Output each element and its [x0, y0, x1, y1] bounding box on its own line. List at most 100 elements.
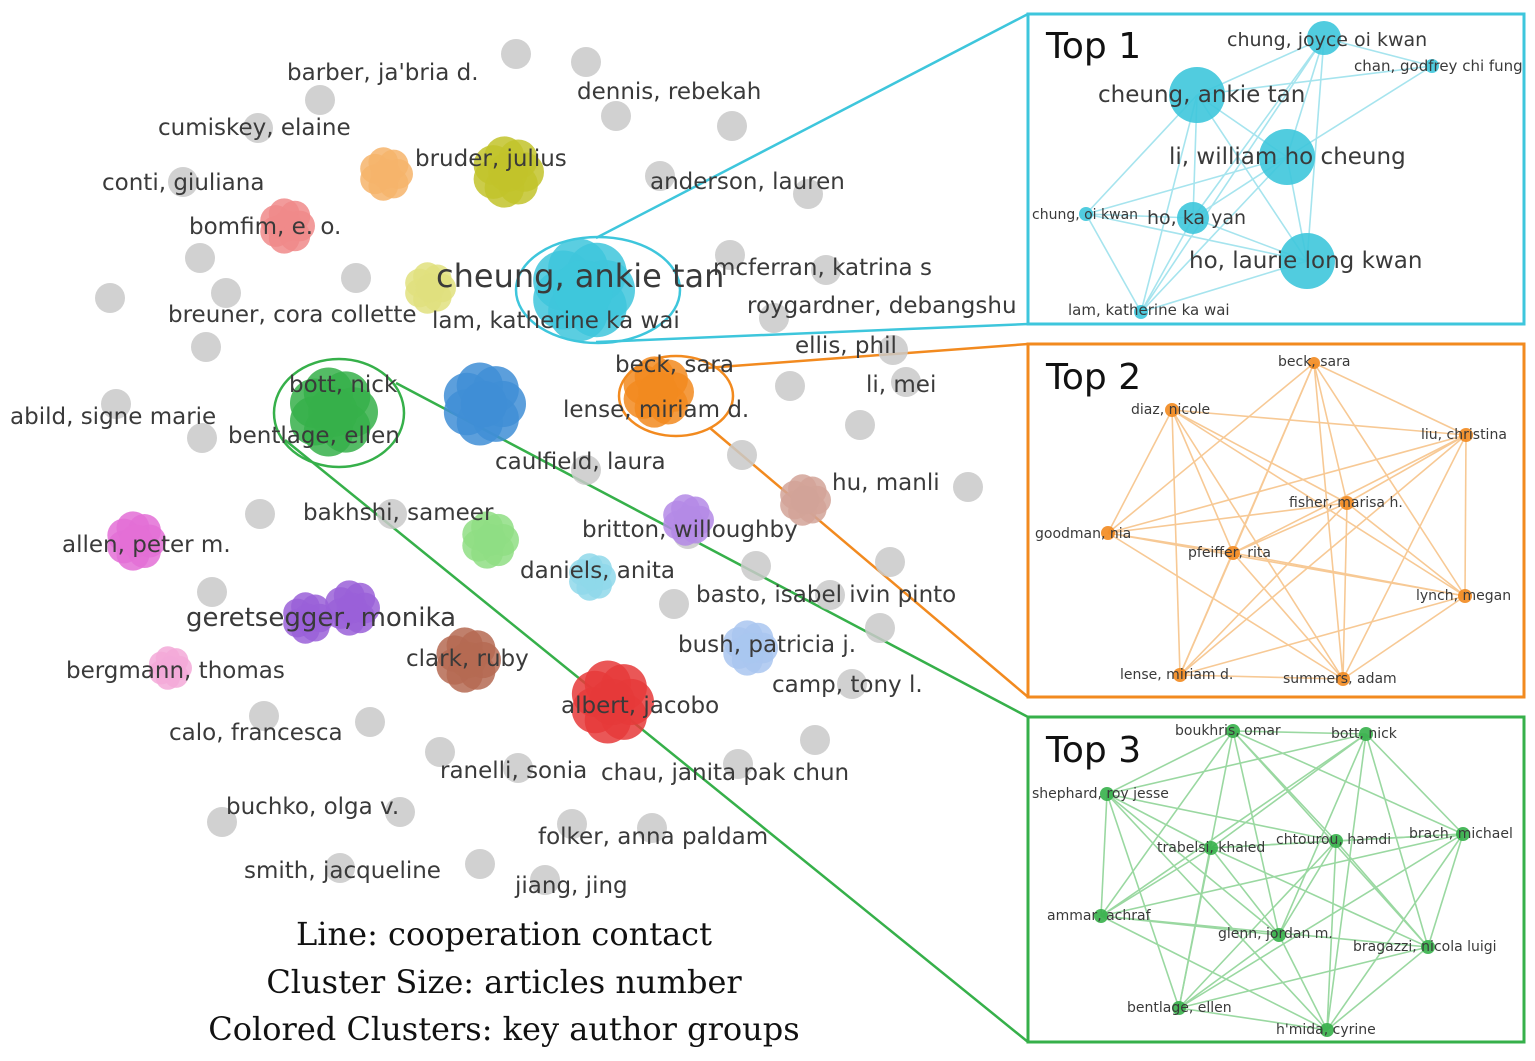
cooperation-edge [1085, 156, 1288, 215]
cooperation-edge [1140, 94, 1198, 313]
panel-label-diaz-nicole: diaz, nicole [1131, 402, 1210, 418]
panel-top-1: chung, joyce oi kwan chan, godfrey chi fu… [1026, 12, 1526, 326]
cooperation-edge [1313, 362, 1348, 504]
grey-author-node [741, 551, 771, 581]
cluster-node [336, 592, 368, 624]
cooperation-edge [1286, 65, 1433, 158]
panel-node-chan-godfrey-chi-fung [1425, 59, 1439, 73]
grey-author-node [715, 240, 745, 270]
grey-author-node [341, 263, 371, 293]
cluster-node [293, 603, 323, 633]
cluster-red-light [260, 198, 315, 254]
panel-label-ammar-achraf: ammar, achraf [1047, 908, 1152, 924]
panel-label-h-mida-cyrine: h'mida, cyrine [1276, 1022, 1376, 1038]
panel-node-fisher-marisa-h [1340, 496, 1354, 510]
cluster-node [271, 210, 303, 242]
panel-label-bragazzi-nicola-luigi: bragazzi, nicola luigi [1353, 939, 1497, 955]
author-label-basto-isabel-ivin-pinto: basto, isabel ivin pinto [696, 582, 956, 608]
cooperation-edge [1085, 213, 1194, 219]
cooperation-edge [1313, 362, 1467, 436]
grey-author-node [727, 440, 757, 470]
cluster-node [157, 655, 183, 681]
author-label-abild-signe-marie: abild, signe marie [10, 404, 216, 430]
cluster-brown-light [780, 474, 831, 526]
cluster-node [119, 524, 153, 558]
zoom-connector-line [705, 342, 1029, 370]
cooperation-edge [1100, 915, 1429, 948]
author-label-bakhshi-sameer: bakhshi, sameer [303, 500, 494, 526]
cooperation-edge [1342, 595, 1466, 680]
author-label-caulfield-laura: caulfield, laura [495, 449, 666, 475]
cooperation-edge [1106, 793, 1328, 1031]
panel-node-boukhris-omar [1226, 724, 1240, 738]
cooperation-edge [1278, 733, 1367, 936]
author-label-folker-anna-paldam: folker, anna paldam [538, 824, 768, 850]
author-label-cheung-ankie-tan: cheung, ankie tan [436, 257, 724, 295]
cluster-node [371, 159, 401, 189]
cooperation-edge [1232, 502, 1348, 554]
grey-author-node [425, 737, 455, 767]
cooperation-edge [1210, 840, 1337, 849]
cooperation-edge [1107, 362, 1315, 534]
legend-line: Line: cooperation contact [296, 915, 712, 953]
cluster-pink [107, 511, 166, 571]
grey-author-node [953, 472, 983, 502]
panel-label-goodman-nia: goodman, nia [1035, 526, 1131, 542]
cooperation-edge [1178, 934, 1280, 1009]
panel-label-lynch-megan: lynch, megan [1416, 588, 1511, 604]
cooperation-edge [1210, 847, 1280, 936]
author-label-bush-patricia-j: bush, patricia j. [678, 632, 856, 658]
cooperation-edge [1326, 946, 1429, 1031]
cooperation-edge [1326, 733, 1367, 1031]
panel-label-liu-christina: liu, christina [1421, 427, 1507, 443]
zoom-connector-line [284, 439, 1029, 1043]
author-label-clark-ruby: clark, ruby [406, 646, 529, 672]
grey-author-node [185, 243, 215, 273]
author-label-smith-jacqueline: smith, jacqueline [244, 858, 441, 884]
cooperation-edge [1365, 733, 1429, 948]
cooperation-edge [1100, 733, 1367, 917]
cluster-node [673, 505, 703, 535]
cluster-blue [443, 362, 526, 446]
author-label-bentlage-ellen: bentlage, ellen [228, 423, 400, 449]
author-label-conti-giuliana: conti, giuliana [102, 170, 264, 196]
cooperation-edge [1232, 552, 1344, 680]
highlight-ring-top1 [514, 235, 682, 345]
panel-node-ammar-achraf [1094, 909, 1108, 923]
cooperation-edge [1210, 847, 1429, 948]
legend-colored: Colored Clusters: key author groups [208, 1010, 799, 1048]
cluster-node [415, 273, 445, 303]
cluster-light-yellow [405, 262, 457, 314]
panel-label-lam-katherine-ka-wai: lam, katherine ka wai [1068, 301, 1230, 319]
cooperation-edge [1342, 434, 1467, 680]
author-label-lense-miriam-d: lense, miriam d. [563, 397, 749, 423]
grey-author-node [845, 410, 875, 440]
cluster-node [638, 372, 678, 412]
grey-author-node [891, 367, 921, 397]
grey-author-node [187, 423, 217, 453]
grey-author-node [385, 797, 415, 827]
highlight-ring-top3 [272, 357, 406, 469]
cluster-brown [436, 627, 501, 693]
panel-node-glenn-jordan-m [1272, 928, 1286, 942]
panel-node-liu-christina [1459, 428, 1473, 442]
cooperation-edge [1232, 730, 1367, 735]
grey-author-node [811, 255, 841, 285]
panel-node-h-mida-cyrine [1320, 1023, 1334, 1037]
author-label-ranelli-sonia: ranelli, sonia [440, 758, 587, 784]
author-label-barber-ja-bria-d: barber, ja'bria d. [287, 60, 479, 86]
cooperation-edge [1107, 502, 1348, 534]
panel-label-beck-sara: beck, sara [1278, 354, 1350, 370]
grey-author-node [775, 371, 805, 401]
author-label-bomfim-e-o: bomfim, e. o. [189, 214, 341, 240]
grey-author-node [800, 725, 830, 755]
author-label-camp-tony-l: camp, tony l. [772, 672, 923, 698]
author-label-jiang-jing: jiang, jing [514, 873, 628, 899]
panel-label-bott-nick: bott, nick [1331, 726, 1398, 742]
cooperation-edge [1171, 409, 1466, 597]
cooperation-edge [1100, 915, 1328, 1031]
cooperation-edge [1171, 409, 1467, 436]
panel-node-ho-laurie-long-kwan [1279, 233, 1335, 289]
